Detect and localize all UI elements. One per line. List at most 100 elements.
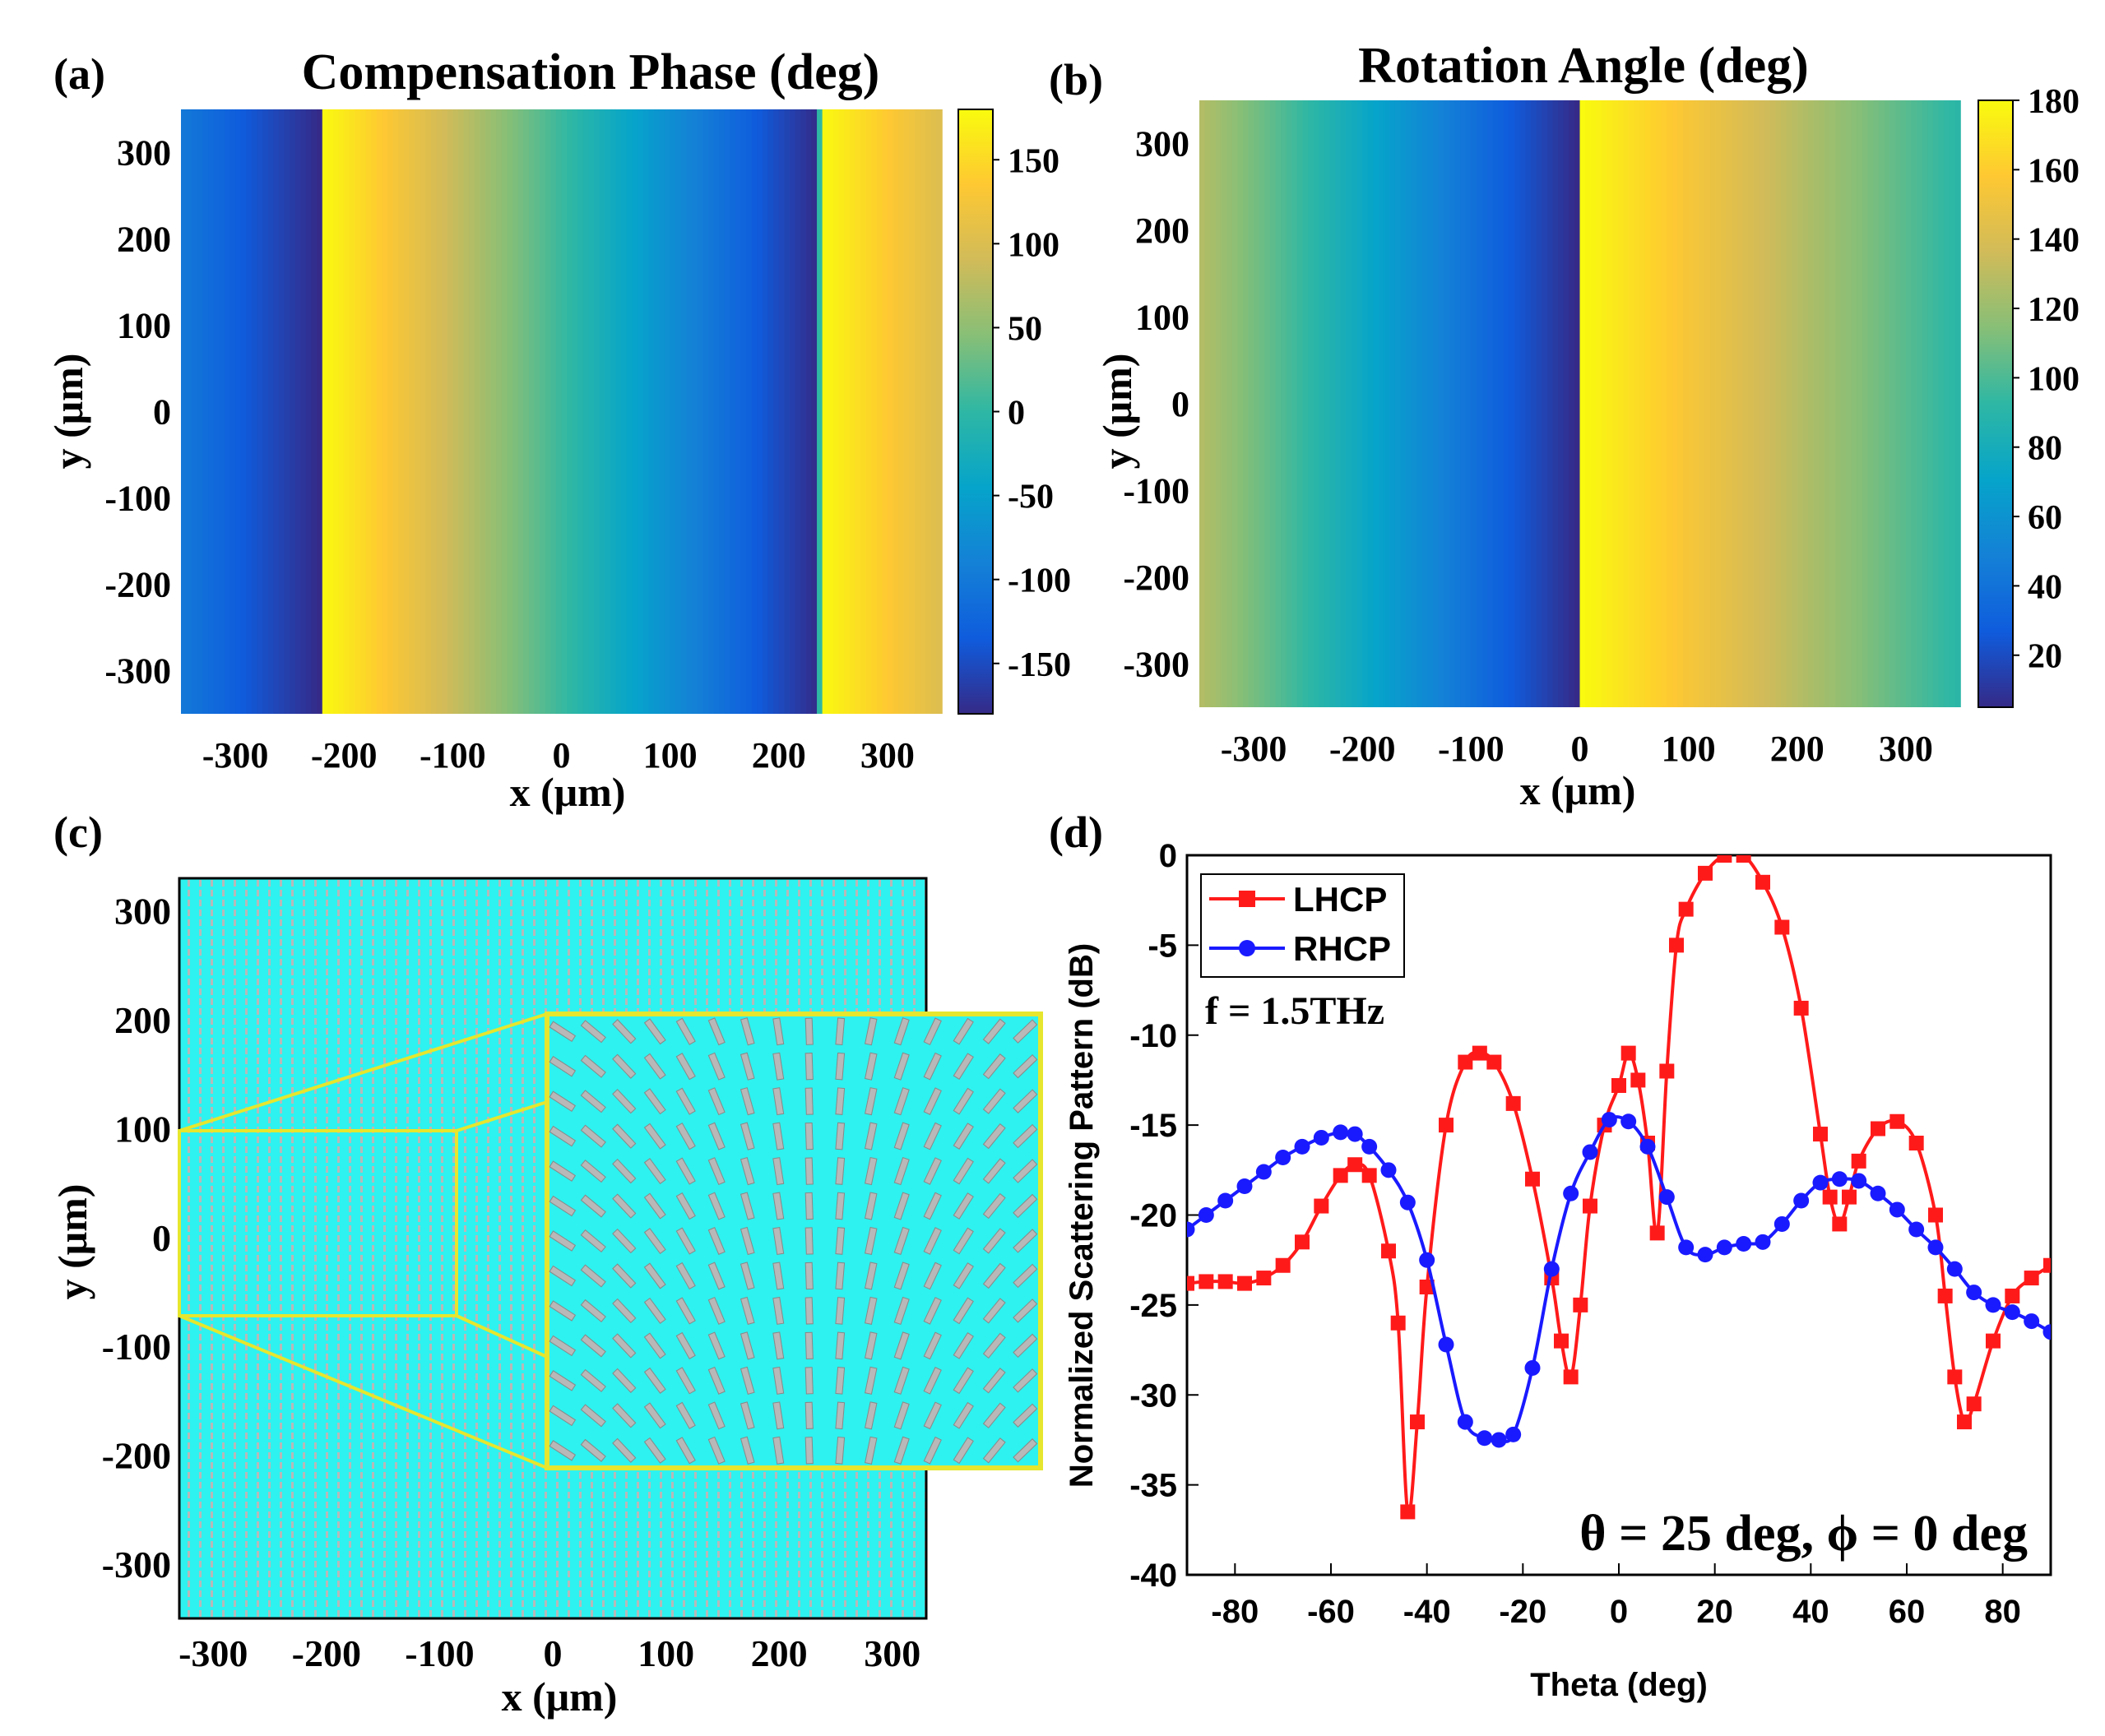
heatmap-column — [871, 109, 878, 714]
colorbar-tick-label: 20 — [2028, 638, 2062, 676]
meta-atom — [893, 1156, 910, 1186]
heatmap-column — [1792, 100, 1798, 707]
heatmap-column — [327, 109, 334, 714]
colorbar-tick-label: -50 — [1008, 479, 1054, 516]
data-point-lhcp — [1187, 1275, 1194, 1291]
heatmap-column — [1481, 100, 1488, 707]
heatmap-column — [1802, 100, 1809, 707]
data-point-lhcp — [1295, 1234, 1310, 1250]
meta-atom — [923, 1331, 942, 1360]
meta-atom — [804, 1401, 814, 1429]
heatmap-column — [490, 109, 498, 714]
panel-a-title: Compensation Phase (deg) — [302, 44, 880, 100]
heatmap-column — [626, 109, 633, 714]
data-point-rhcp — [1812, 1174, 1829, 1191]
meta-atom — [675, 1192, 696, 1220]
heatmap-column — [496, 109, 503, 714]
heatmap-column — [582, 109, 590, 714]
meta-atom — [549, 1335, 577, 1357]
heatmap-column — [588, 109, 595, 714]
heatmap-column — [1536, 100, 1543, 707]
heatmap-column — [1932, 100, 1940, 707]
heatmap-column — [1954, 100, 1961, 707]
meta-atom — [1013, 1019, 1038, 1044]
meta-atom — [864, 1226, 878, 1256]
heatmap-column — [1531, 100, 1537, 707]
data-point-lhcp — [1573, 1297, 1588, 1312]
heatmap-column — [1215, 100, 1222, 707]
heatmap-column — [540, 109, 546, 714]
meta-atom — [580, 1090, 606, 1113]
data-point-rhcp — [1793, 1192, 1810, 1209]
meta-atom — [643, 1262, 666, 1289]
data-point-lhcp — [1717, 855, 1732, 863]
data-point-rhcp — [1639, 1138, 1656, 1155]
x-tick-label: -100 — [1438, 729, 1505, 769]
heatmap-column — [1742, 100, 1750, 707]
meta-atom — [923, 1017, 942, 1046]
y-tick-label: 0 — [152, 1217, 171, 1259]
heatmap-column — [1927, 100, 1934, 707]
data-point-lhcp — [1458, 1054, 1473, 1070]
meta-atom — [772, 1122, 785, 1150]
meta-atom — [804, 1122, 814, 1150]
heatmap-column — [1444, 100, 1450, 707]
x-tick-label: 40 — [1792, 1594, 1829, 1630]
panel-a-y-ticks: 300 200 100 0 -100 -200 -300 — [104, 133, 171, 692]
heatmap-column — [1683, 100, 1690, 707]
heatmap-column — [501, 109, 508, 714]
x-tick-label: -80 — [1211, 1594, 1259, 1630]
heatmap-column — [778, 109, 786, 714]
heatmap-column — [1667, 100, 1673, 707]
meta-atom — [612, 1263, 637, 1289]
meta-atom — [707, 1087, 726, 1116]
y-tick-label: -25 — [1129, 1288, 1177, 1324]
data-point-rhcp — [1851, 1173, 1867, 1189]
heatmap-column — [1704, 100, 1711, 707]
meta-atom — [707, 1261, 726, 1290]
x-tick-label: 100 — [643, 735, 698, 775]
heatmap-column — [311, 109, 318, 714]
heatmap-column — [1824, 100, 1831, 707]
data-point-rhcp — [1889, 1201, 1905, 1218]
panel-c-x-ticks: -300 -200 -100 0 100 200 300 — [179, 1632, 920, 1674]
panel-d-y-ticks: 0 -5 -10 -15 -20 -25 -30 -35 -40 — [1129, 838, 1199, 1594]
heatmap-column — [615, 109, 622, 714]
heatmap-column — [1373, 100, 1379, 707]
meta-atom — [580, 1299, 606, 1322]
panel-d-label: (d) — [1049, 808, 1103, 857]
meta-atom — [835, 1017, 846, 1046]
heatmap-column — [371, 109, 378, 714]
meta-atom — [740, 1156, 755, 1186]
meta-atom — [982, 1088, 1006, 1114]
data-point-lhcp — [1889, 1113, 1905, 1129]
meta-atom — [982, 1402, 1006, 1428]
meta-atom — [865, 1261, 878, 1290]
data-point-lhcp — [1736, 855, 1751, 863]
heatmap-column — [1416, 100, 1423, 707]
meta-atom — [772, 1017, 785, 1046]
heatmap-column — [430, 109, 438, 714]
meta-atom — [804, 1297, 814, 1325]
heatmap-column — [545, 109, 552, 714]
heatmap-column — [632, 109, 638, 714]
heatmap-column — [262, 109, 269, 714]
heatmap-column — [376, 109, 383, 714]
meta-atom — [772, 1192, 785, 1220]
heatmap-column — [757, 109, 763, 714]
colorbar-tick-label: 40 — [2028, 568, 2062, 606]
data-point-lhcp — [1813, 1127, 1828, 1142]
meta-atom — [549, 1195, 577, 1217]
meta-atom — [643, 1402, 666, 1429]
heatmap-column — [1579, 100, 1586, 707]
data-point-rhcp — [1313, 1129, 1329, 1146]
meta-atom — [643, 1367, 666, 1394]
heatmap-column — [828, 109, 834, 714]
heatmap-column — [1433, 100, 1440, 707]
meta-atom — [612, 1089, 637, 1114]
data-point-lhcp — [1678, 901, 1694, 917]
meta-atom — [580, 1124, 606, 1148]
panel-d-series — [1187, 855, 2051, 1520]
y-tick-label: -5 — [1148, 928, 1177, 964]
x-tick-label: -200 — [292, 1632, 361, 1674]
